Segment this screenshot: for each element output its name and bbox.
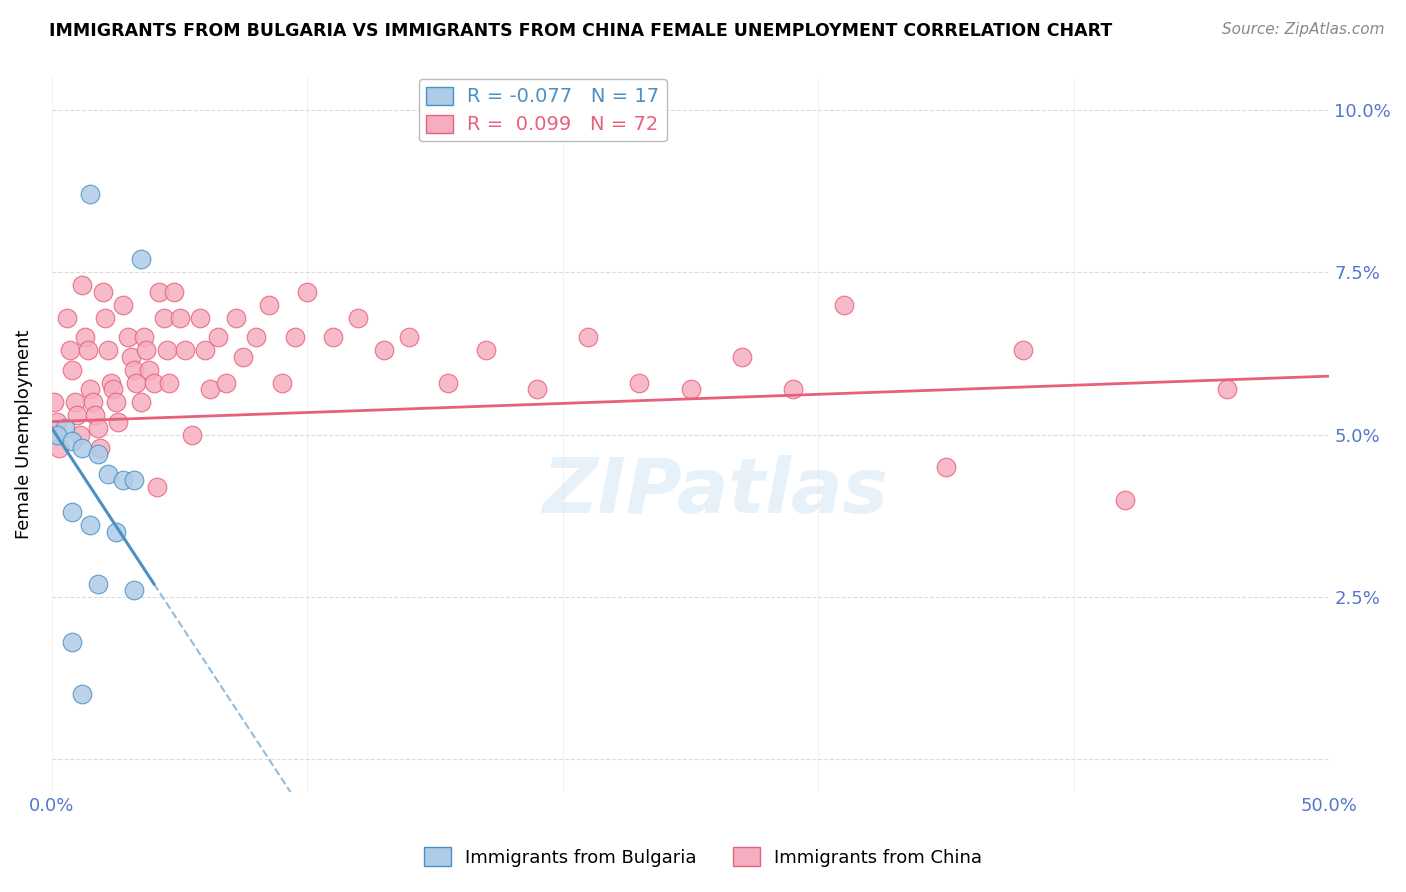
Point — [72, 278, 94, 293]
Point — [66, 408, 89, 422]
Point — [207, 330, 229, 344]
Point — [59, 343, 82, 358]
Point — [79, 518, 101, 533]
Point — [731, 350, 754, 364]
Point — [156, 343, 179, 358]
Point — [138, 362, 160, 376]
Point — [181, 427, 204, 442]
Point — [44, 395, 66, 409]
Point — [60, 635, 83, 649]
Point — [270, 376, 292, 390]
Point — [100, 376, 122, 390]
Point — [576, 330, 599, 344]
Point — [157, 376, 180, 390]
Point — [97, 467, 120, 481]
Point — [53, 421, 76, 435]
Point — [475, 343, 498, 358]
Point — [76, 343, 98, 358]
Text: IMMIGRANTS FROM BULGARIA VS IMMIGRANTS FROM CHINA FEMALE UNEMPLOYMENT CORRELATIO: IMMIGRANTS FROM BULGARIA VS IMMIGRANTS F… — [49, 22, 1112, 40]
Point — [89, 441, 111, 455]
Point — [129, 395, 152, 409]
Point — [373, 343, 395, 358]
Point — [45, 427, 67, 442]
Text: ZIPatlas: ZIPatlas — [543, 455, 889, 529]
Point — [69, 427, 91, 442]
Point — [56, 310, 79, 325]
Point — [283, 330, 305, 344]
Point — [122, 583, 145, 598]
Point — [122, 473, 145, 487]
Point — [72, 687, 94, 701]
Point — [297, 285, 319, 299]
Point — [169, 310, 191, 325]
Point — [125, 376, 148, 390]
Point — [45, 415, 67, 429]
Point — [679, 382, 702, 396]
Point — [94, 310, 117, 325]
Point — [1114, 492, 1136, 507]
Point — [117, 330, 139, 344]
Point — [257, 298, 280, 312]
Point — [214, 376, 236, 390]
Point — [112, 298, 135, 312]
Point — [437, 376, 460, 390]
Legend: Immigrants from Bulgaria, Immigrants from China: Immigrants from Bulgaria, Immigrants fro… — [416, 840, 990, 874]
Point — [73, 330, 96, 344]
Point — [48, 441, 70, 455]
Point — [232, 350, 254, 364]
Point — [107, 415, 129, 429]
Point — [101, 382, 124, 396]
Point — [225, 310, 247, 325]
Point — [145, 479, 167, 493]
Point — [628, 376, 651, 390]
Point — [194, 343, 217, 358]
Point — [163, 285, 186, 299]
Point — [60, 434, 83, 448]
Point — [398, 330, 420, 344]
Point — [782, 382, 804, 396]
Point — [91, 285, 114, 299]
Point — [87, 577, 110, 591]
Point — [198, 382, 221, 396]
Point — [935, 460, 957, 475]
Point — [112, 473, 135, 487]
Point — [143, 376, 166, 390]
Point — [122, 362, 145, 376]
Point — [322, 330, 344, 344]
Point — [104, 395, 127, 409]
Point — [132, 330, 155, 344]
Point — [148, 285, 170, 299]
Point — [82, 395, 104, 409]
Point — [1216, 382, 1239, 396]
Point — [153, 310, 176, 325]
Point — [129, 252, 152, 267]
Point — [135, 343, 157, 358]
Legend: R = -0.077   N = 17, R =  0.099   N = 72: R = -0.077 N = 17, R = 0.099 N = 72 — [419, 79, 666, 142]
Point — [87, 421, 110, 435]
Point — [120, 350, 142, 364]
Point — [97, 343, 120, 358]
Point — [245, 330, 267, 344]
Point — [60, 362, 83, 376]
Point — [188, 310, 211, 325]
Point — [60, 506, 83, 520]
Point — [84, 408, 107, 422]
Y-axis label: Female Unemployment: Female Unemployment — [15, 330, 32, 540]
Point — [347, 310, 370, 325]
Point — [79, 382, 101, 396]
Text: Source: ZipAtlas.com: Source: ZipAtlas.com — [1222, 22, 1385, 37]
Point — [87, 447, 110, 461]
Point — [526, 382, 548, 396]
Point — [79, 187, 101, 202]
Point — [832, 298, 855, 312]
Point — [1011, 343, 1033, 358]
Point — [173, 343, 195, 358]
Point — [63, 395, 86, 409]
Point — [104, 524, 127, 539]
Point — [72, 441, 94, 455]
